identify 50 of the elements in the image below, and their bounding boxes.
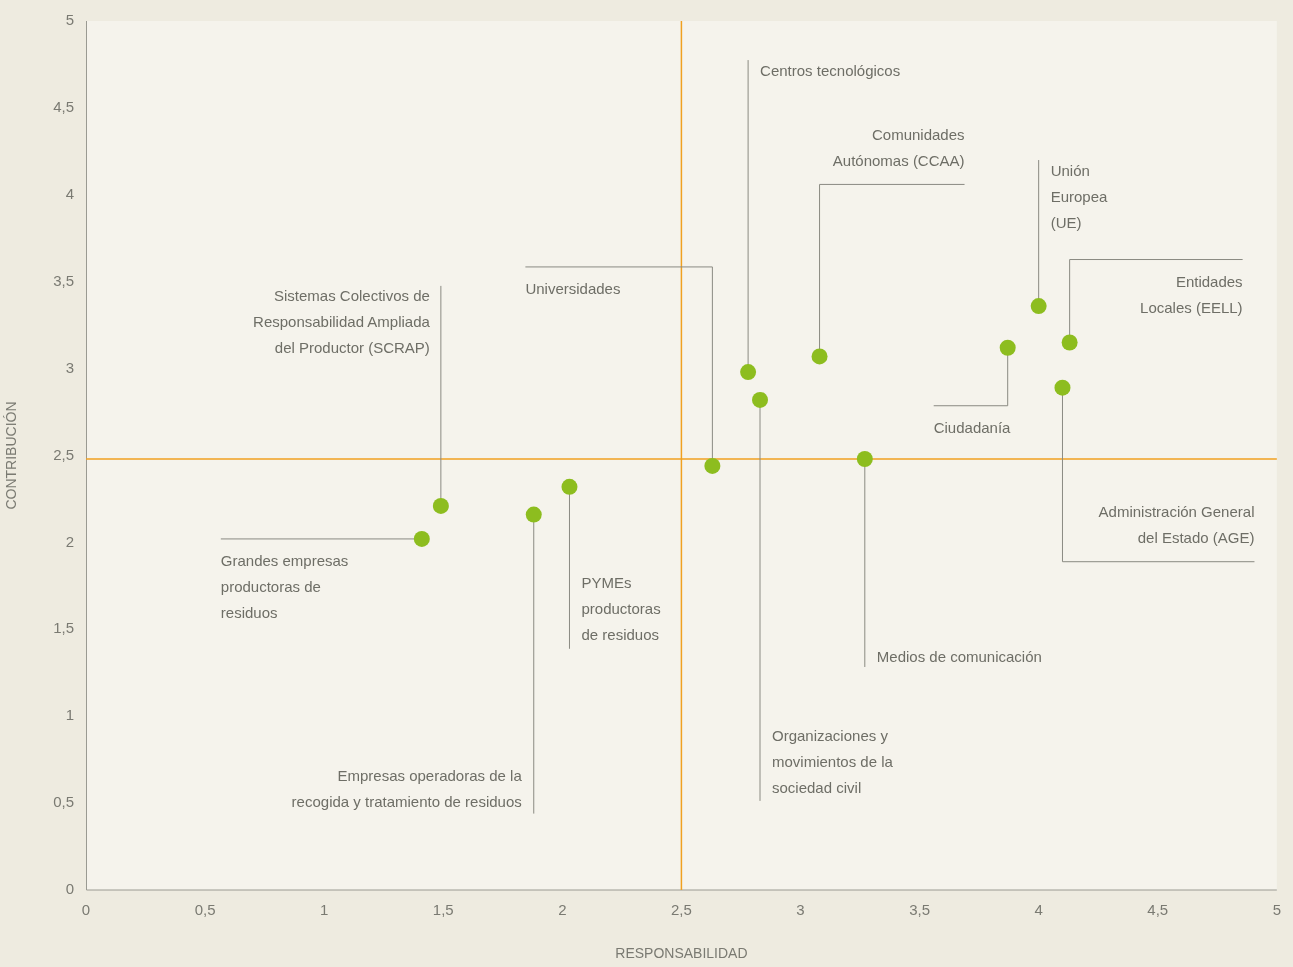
annotation: Centros tecnológicos (760, 62, 901, 80)
point (561, 478, 578, 495)
annotation: Grandes empresas productoras de residuos (220, 552, 349, 622)
point (704, 457, 721, 474)
x-tick-label: 2,5 (670, 901, 692, 919)
x-tick-label: 4,5 (1147, 901, 1169, 919)
y-tick-label: 1 (65, 706, 74, 724)
y-tick-label: 0 (65, 880, 74, 898)
x-tick-label: 3,5 (909, 901, 931, 919)
annotation: Empresas operadoras de la recogida y tratamiento de residuos (291, 766, 523, 810)
x-tick-label: 0,5 (194, 901, 216, 919)
y-tick-label: 5 (65, 11, 74, 29)
annotation: Unión Europea (UE) (1050, 162, 1109, 232)
annotation: Entidades Locales (EELL) (1140, 272, 1243, 316)
y-tick-label: 3,5 (53, 271, 74, 289)
y-tick-label: 4 (65, 184, 74, 202)
annotation: PYMEs productoras de residuos (581, 573, 661, 643)
y-axis-title: CONTRIBUCIÓN (3, 401, 20, 510)
point (1061, 334, 1078, 351)
point (432, 497, 449, 514)
x-tick-label: 4 (1034, 901, 1043, 919)
y-tick-label: 3 (65, 358, 74, 376)
annotation: Medios de comunicación (876, 648, 1042, 666)
point (413, 530, 430, 547)
annotation: Organizaciones y movimientos de la sociedad civil (772, 727, 894, 797)
point (811, 348, 828, 365)
annotation: Administración General del Estado (AGE) (1098, 502, 1255, 546)
point (525, 506, 542, 523)
x-tick-label: 1,5 (432, 901, 454, 919)
annotation: Sistemas Colectivos de Responsabilidad Ampliada del Productor (SCRAP) (253, 287, 431, 357)
annotation: Comunidades Autónomas (CCAA) (832, 125, 965, 169)
point (1054, 379, 1071, 396)
point (999, 339, 1016, 356)
point (1030, 298, 1047, 315)
x-tick-label: 2 (558, 901, 567, 919)
annotation: Ciudadanía (933, 418, 1012, 436)
point (752, 391, 769, 408)
x-tick-label: 3 (796, 901, 805, 919)
y-tick-label: 4,5 (53, 98, 74, 116)
y-tick-label: 0,5 (53, 793, 74, 811)
y-tick-label: 2 (65, 532, 74, 550)
x-tick-label: 1 (319, 901, 329, 919)
y-tick-label: 2,5 (53, 445, 74, 463)
x-tick-label: 5 (1272, 901, 1281, 919)
x-axis-title: RESPONSABILIDAD (615, 945, 748, 962)
annotation: Universidades (525, 280, 621, 298)
point (740, 364, 757, 381)
point (856, 450, 873, 467)
y-tick-label: 1,5 (53, 619, 74, 637)
x-tick-label: 0 (81, 901, 91, 919)
